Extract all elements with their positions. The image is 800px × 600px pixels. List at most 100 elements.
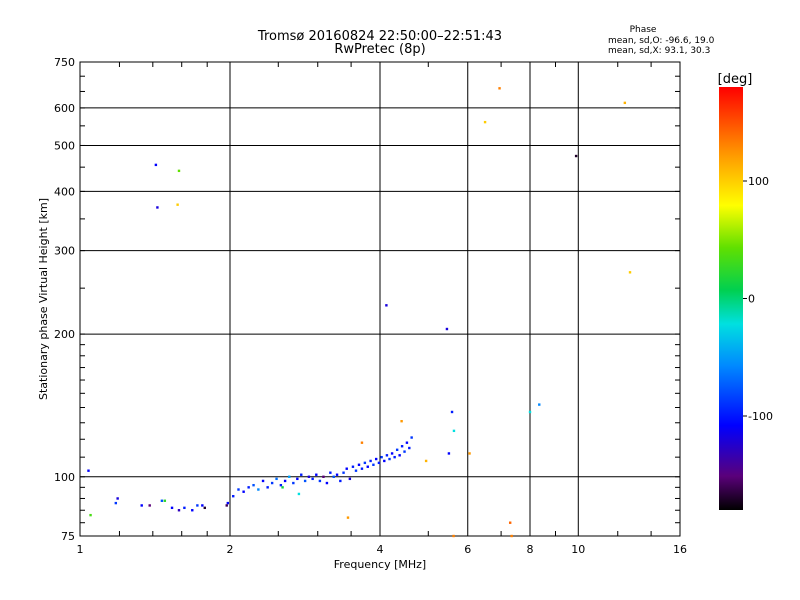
data-point — [398, 454, 401, 457]
data-point — [623, 101, 627, 105]
chart-subtitle: RwPretec (8p) — [334, 42, 425, 57]
plot-area — [79, 61, 681, 537]
colorbar-tick-label: 100 — [748, 175, 769, 188]
y-tick-label: 750 — [54, 56, 75, 69]
data-point — [226, 501, 230, 505]
y-tick-label: 200 — [54, 328, 75, 341]
x-tick-label: 8 — [527, 543, 534, 556]
data-point — [177, 509, 181, 512]
data-point — [408, 446, 411, 450]
data-point — [225, 504, 228, 507]
x-tick-labels: 1 2 4 6 8 10 16 — [77, 543, 688, 556]
data-point — [346, 516, 350, 519]
data-point — [283, 479, 287, 483]
data-point — [445, 327, 449, 331]
data-point — [176, 203, 179, 206]
x-tick-label: 2 — [227, 543, 234, 556]
data-point — [380, 455, 383, 459]
data-point — [257, 488, 260, 491]
data-points — [87, 87, 632, 538]
data-point — [400, 445, 404, 448]
data-point — [154, 163, 158, 167]
y-tick-label: 500 — [54, 139, 75, 152]
axis-ticks — [80, 62, 680, 536]
data-point — [403, 450, 406, 453]
x-tick-label: 16 — [673, 543, 687, 556]
data-point — [372, 463, 375, 466]
data-point — [303, 479, 307, 483]
data-point — [369, 459, 372, 463]
colorbar — [719, 87, 743, 510]
data-point — [252, 483, 255, 487]
data-point — [360, 467, 364, 470]
data-point — [87, 469, 90, 472]
data-point — [405, 441, 409, 444]
x-tick-label: 1 — [77, 543, 84, 556]
data-point — [177, 169, 181, 173]
stats-line-x: mean, sd,X: 93.1, 30.3 — [608, 46, 710, 56]
data-point — [332, 475, 335, 478]
data-point — [242, 490, 245, 493]
data-point — [528, 410, 532, 414]
colorbar-tick-label: -100 — [748, 410, 773, 423]
data-point — [292, 481, 295, 485]
data-point — [89, 513, 92, 517]
stats-line-o: mean, sd,O: -96.6, 19.0 — [608, 36, 715, 46]
data-point — [348, 477, 352, 481]
y-tick-labels: 75 100 200 300 400 500 600 750 — [54, 56, 75, 543]
data-point — [388, 457, 391, 461]
y-tick-label: 600 — [54, 102, 75, 115]
data-point — [360, 441, 364, 444]
y-tick-label: 75 — [61, 530, 75, 543]
data-point — [315, 473, 318, 476]
data-point — [385, 304, 388, 307]
data-point — [300, 473, 303, 476]
x-tick-label: 4 — [377, 543, 384, 556]
data-point — [335, 473, 339, 476]
data-point — [160, 499, 164, 502]
data-point — [116, 497, 119, 500]
y-tick-label: 300 — [54, 245, 75, 258]
data-point — [385, 454, 389, 457]
data-point — [508, 521, 512, 524]
data-point — [307, 475, 311, 478]
grid — [80, 62, 680, 536]
data-point — [329, 471, 332, 474]
data-point — [510, 534, 513, 538]
data-point — [296, 477, 299, 481]
data-point — [628, 271, 632, 274]
data-point — [266, 486, 269, 489]
data-point — [196, 504, 199, 507]
data-point — [393, 455, 396, 459]
data-point — [498, 87, 501, 90]
data-point — [297, 492, 301, 496]
data-point — [351, 465, 355, 468]
data-point — [483, 120, 487, 124]
data-point — [191, 509, 194, 512]
data-point — [447, 452, 451, 455]
data-point — [156, 206, 159, 209]
data-point — [232, 494, 235, 498]
data-point — [395, 448, 399, 452]
data-point — [339, 479, 342, 483]
data-point — [237, 488, 240, 491]
data-point — [366, 465, 369, 468]
data-point — [140, 504, 143, 507]
x-tick-label: 10 — [571, 543, 585, 556]
y-tick-label: 400 — [54, 185, 75, 198]
data-point — [354, 469, 358, 472]
data-point — [183, 506, 186, 510]
data-point — [170, 506, 174, 510]
x-axis-label: Frequency [MHz] — [334, 558, 426, 571]
data-point — [261, 479, 265, 483]
data-point — [114, 501, 118, 505]
data-point — [201, 504, 204, 507]
data-point — [374, 457, 378, 461]
data-point — [281, 486, 284, 489]
colorbar-label: [deg] — [718, 72, 753, 87]
data-point — [270, 481, 274, 485]
data-point — [322, 475, 325, 478]
data-point — [424, 459, 428, 463]
data-point — [390, 452, 394, 455]
data-point — [247, 486, 250, 489]
